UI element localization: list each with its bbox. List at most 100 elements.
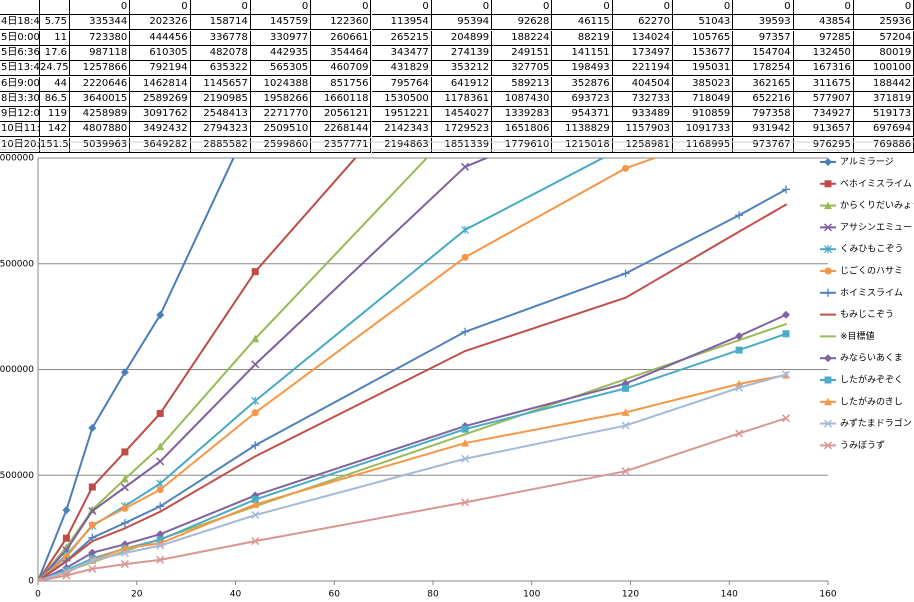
table-cell: 641912 [431, 76, 493, 92]
table-cell: 6日9:00 [0, 76, 40, 92]
marker [736, 97, 743, 105]
marker [88, 483, 96, 491]
series-line [38, 374, 787, 581]
marker [621, 467, 630, 476]
table-cell: 0 [552, 0, 613, 15]
table-cell: 204899 [431, 30, 493, 46]
marker [88, 556, 97, 565]
point [464, 350, 467, 353]
table-cell: 113954 [371, 15, 432, 31]
table-cell: 158714 [190, 15, 251, 31]
marker [461, 225, 470, 234]
table-cell: 44 [40, 76, 70, 92]
table-cell: 198493 [552, 61, 613, 77]
table-cell [40, 0, 70, 15]
plot-area [38, 28, 791, 581]
table-cell: 178254 [733, 61, 794, 77]
marker [823, 223, 833, 232]
x-tick-label: 40 [230, 590, 242, 600]
marker [251, 107, 259, 115]
table-cell: 311675 [793, 76, 854, 92]
point [123, 527, 126, 530]
table-cell: 97357 [733, 30, 794, 46]
table-cell: 0 [70, 0, 131, 15]
marker [783, 28, 790, 35]
marker [156, 409, 164, 417]
series-line [38, 332, 787, 581]
table-cell: 51043 [673, 15, 734, 31]
marker [782, 370, 791, 379]
marker [121, 504, 129, 512]
legend-label: くみひもこぞう [840, 244, 903, 255]
marker [156, 541, 165, 550]
marker [88, 505, 97, 514]
table-cell: 92628 [492, 15, 553, 31]
table-cell: 2589269 [130, 91, 191, 107]
table-cell: 0 [733, 0, 794, 15]
table-cell: 5日6:36 [0, 45, 40, 61]
legend-label: アサシンエミュー [840, 222, 912, 233]
marker [251, 511, 260, 520]
x-tick-label: 0 [35, 590, 41, 600]
table-cell: 1087430 [492, 91, 553, 107]
table-cell: 145759 [250, 15, 312, 31]
series-line [38, 188, 787, 581]
marker [735, 211, 744, 220]
point [738, 339, 741, 342]
marker [622, 38, 630, 46]
legend-label: したがみぞぞく [840, 374, 903, 386]
table-cell: 1157903 [612, 122, 673, 138]
table-cell: 1138829 [552, 122, 613, 138]
table-cell: 851756 [311, 76, 372, 92]
table-cell: 3091762 [130, 107, 191, 123]
table-cell: 1215018 [552, 137, 613, 153]
table-cell: 954371 [552, 107, 613, 123]
point [738, 230, 741, 233]
marker [156, 457, 165, 466]
table-cell: 122360 [311, 15, 372, 31]
table-cell: 105765 [673, 30, 734, 46]
marker [251, 500, 260, 508]
table-cell: 354464 [311, 45, 372, 61]
marker [621, 408, 630, 416]
table-cell: 249151 [492, 45, 553, 61]
table-cell: 97285 [793, 30, 854, 46]
table-cell: 265215 [371, 30, 432, 46]
table-cell: 2220646 [70, 76, 131, 92]
marker [251, 537, 260, 546]
table-cell: 17.6 [40, 45, 70, 61]
x-tick-label: 60 [329, 590, 341, 600]
table-cell: 1178361 [431, 91, 493, 107]
legend-label: みならいあくま [840, 353, 903, 364]
marker [461, 162, 470, 171]
table-cell: 2056121 [311, 107, 372, 123]
table-cell: 335344 [70, 15, 131, 31]
point [624, 378, 627, 381]
marker [88, 521, 96, 529]
table-cell: 2357771 [311, 137, 372, 153]
table-cell [0, 0, 40, 15]
marker [62, 571, 71, 580]
marker [824, 245, 832, 254]
series-line [38, 158, 429, 581]
series-line [38, 158, 357, 581]
marker [622, 142, 629, 150]
y-tick-label: 2000000 [0, 154, 34, 164]
series-line [38, 313, 787, 581]
table-cell: 0 [311, 0, 372, 15]
table-cell: 62270 [612, 15, 673, 31]
marker [736, 47, 743, 54]
y-tick-label: 500000 [0, 471, 34, 481]
marker [782, 185, 791, 194]
table-cell: 343477 [371, 45, 432, 61]
table-cell: 154704 [733, 45, 794, 61]
table-cell: 0 [793, 0, 854, 15]
table-cell: 931942 [733, 122, 794, 138]
marker [156, 442, 165, 451]
marker [120, 560, 129, 569]
point [785, 323, 788, 326]
marker [461, 439, 470, 447]
x-tick-label: 20 [131, 590, 143, 600]
table-cell: 482078 [190, 45, 251, 61]
